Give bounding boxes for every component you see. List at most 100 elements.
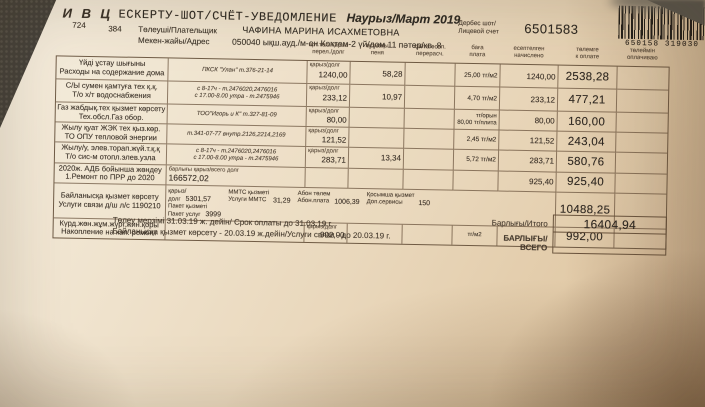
debt-cell: қарыз/долг 283,71 <box>305 147 350 169</box>
service-name-ru: ТО ОПУ тепловой энергии <box>64 131 157 143</box>
debt-cell: қарыз/долг 233,12 <box>306 83 351 108</box>
recalc-cell <box>403 169 454 191</box>
to-pay-value: 243,04 <box>567 135 605 149</box>
service-name-ru: Т/о х/т водоснабжения <box>72 89 151 101</box>
to-pay-value: 580,76 <box>567 155 605 169</box>
col-head-ru: оплачиваю <box>626 54 658 62</box>
col-head-ru: плата <box>469 51 486 59</box>
penalty-cell <box>349 107 405 129</box>
rate-cell: 25,00 тг/м2 <box>455 63 501 88</box>
col-head-ru: начислено <box>514 52 544 60</box>
col-head-ru: пеня <box>370 49 385 57</box>
col-head-accrued: есептелген начислено <box>500 46 558 63</box>
telecom-extra-group: Қосымша қызмет Доп.сервисы 150 <box>367 192 431 207</box>
debt-value: 233,12 <box>322 93 348 103</box>
debt-cell <box>305 167 349 189</box>
service-contact: т.341-07-77 внутр.2126,2214,2169 <box>167 124 307 148</box>
penalty-value: 58,28 <box>382 68 403 79</box>
rate-value: 80,00 тг/плита <box>457 119 497 127</box>
to-pay-cell: 580,76 <box>556 151 617 174</box>
penalty-cell: 58,28 <box>350 61 406 86</box>
rate-value: 5,72 тг/м2 <box>466 156 496 164</box>
col-head-rate: баға плата <box>455 45 500 61</box>
paid-cell <box>615 153 668 175</box>
service-name-ru: Расходы на содержание дома <box>59 66 165 78</box>
recalc-cell <box>404 128 455 151</box>
service-contact: с 8-17ч - т.2476020,2476016 с 17.00-8.00 … <box>166 144 307 168</box>
service-name: Жылу/у, элев.торап.жүй.т.қ.қ Т/о сис-м от… <box>54 142 168 165</box>
account-label: Дербес шот/ Лицевой счет <box>458 20 499 36</box>
service-name: Үйді ұстау шығыны Расходы на содержание д… <box>56 56 169 82</box>
penalty-cell <box>348 168 404 190</box>
empty-head <box>168 39 307 57</box>
debt-label: қарыз/долг <box>308 128 339 135</box>
col-head-ru: к оплате <box>575 53 600 61</box>
to-pay-value: 477,21 <box>568 93 606 107</box>
to-pay-value: 160,00 <box>568 115 606 129</box>
accrued-value: 233,12 <box>530 94 556 105</box>
service-name: 2020ж. АДБ бойынша жөндеу 1.Ремонт по ПРР… <box>54 162 167 186</box>
service-contact: ТОО"Игорь и К" т.327-81-09 <box>167 104 307 128</box>
contact-line: с 17.00-8.00 утра - т.2475946 <box>194 92 280 101</box>
contact-line: с 17.00-8.00 утра - т.2475946 <box>193 154 279 163</box>
accrued-cell: 121,52 <box>499 130 558 152</box>
account-number: 6501583 <box>524 20 579 37</box>
col-head-ru: перел./долг <box>312 48 345 56</box>
to-pay-value: 925,40 <box>566 175 605 189</box>
grand-total-empty-box <box>552 232 667 256</box>
totals-label: Барлығы/Итого <box>491 217 548 228</box>
total-debt-cell: барлығы қарыз/всего долг 166572,02 <box>166 164 306 188</box>
empty-head <box>56 37 168 55</box>
col-head-paid: төлеймін оплачиваю <box>617 48 668 65</box>
telecom-debt-label-ru: долг <box>168 196 181 203</box>
totals-value-box: 16404,94 <box>552 214 667 235</box>
form-code: 384 <box>108 24 122 34</box>
to-pay-cell: 243,04 <box>557 131 617 154</box>
debt-value: 80,00 <box>326 114 347 125</box>
totals-value: 16404,94 <box>583 217 637 233</box>
grand-total-label: БАРЛЫҒЫ/ ВСЕГО <box>394 231 552 252</box>
rate-cell: тг/орын 80,00 тг/плита <box>454 109 500 131</box>
telecom-mmts-group: ММТС қызметі Услуги ММТС 31,29 <box>228 189 290 204</box>
debt-label: қарыз/долг <box>308 148 339 155</box>
telecom-mmts-label-ru: Услуги ММТС <box>228 196 267 204</box>
accrued-value: 121,52 <box>529 136 555 146</box>
penalty-cell: 10,97 <box>349 84 406 109</box>
debt-label: қарыз/долг <box>309 85 340 92</box>
telecom-extra-label-ru: Доп.сервисы <box>366 198 403 206</box>
rate-value: 4,70 тг/м2 <box>467 94 498 102</box>
debt-cell: қарыз/долг 1240,00 <box>307 60 351 85</box>
debt-label: қарыз/долг <box>309 62 341 69</box>
contact-line: ТОО"Игорь и К" т.327-81-09 <box>196 111 277 119</box>
debt-cell: қарыз/долг 121,52 <box>306 127 350 149</box>
telecom-mmts-labels: ММТС қызметі Услуги ММТС <box>228 189 269 204</box>
accrued-cell: 283,71 <box>498 150 558 173</box>
paid-cell <box>616 89 669 114</box>
rate-cell: 4,70 тг/м2 <box>454 86 501 111</box>
accrued-value: 80,00 <box>534 116 555 126</box>
penalty-cell: 13,34 <box>348 148 405 170</box>
telecom-extra-labels: Қосымша қызмет Доп.сервисы <box>367 192 415 207</box>
to-pay-cell: 160,00 <box>557 111 617 133</box>
telecom-debt-package: қарыз/ долг 5301,57 Пакет қызметі Пакет у… <box>168 188 222 219</box>
service-contact: с 8-17ч - т.2476020,2476016 с 17.00-8.00 … <box>167 81 308 107</box>
rate-cell: 2,45 тг/м2 <box>454 129 500 151</box>
service-name-ru: Тех.обсл.Газ обор. <box>78 111 144 122</box>
recalc-cell <box>403 149 455 171</box>
telecom-abon-value: 1006,39 <box>334 198 360 206</box>
rate-cell: 5,72 тг/м2 <box>453 150 500 172</box>
payer-label: Төлеуші/Плательщик <box>138 24 217 36</box>
col-head-recalc: қайта есеп. перерасч. <box>405 44 455 61</box>
accrued-cell: 925,40 <box>498 171 557 193</box>
debt-label: қарыз/долг <box>308 108 340 115</box>
accrued-value: 283,71 <box>529 156 555 166</box>
paid-cell <box>615 173 667 195</box>
recalc-cell <box>405 62 456 87</box>
org-code: 724 <box>72 20 86 30</box>
accrued-value: 925,40 <box>529 176 554 187</box>
col-head-penalty: өсімақы пеня <box>350 43 405 60</box>
penalty-value: 10,97 <box>381 91 403 102</box>
rate-value: 2,45 тг/м2 <box>466 136 497 144</box>
service-name-ru: 1.Ремонт по ПРР до 2020 <box>65 171 155 183</box>
